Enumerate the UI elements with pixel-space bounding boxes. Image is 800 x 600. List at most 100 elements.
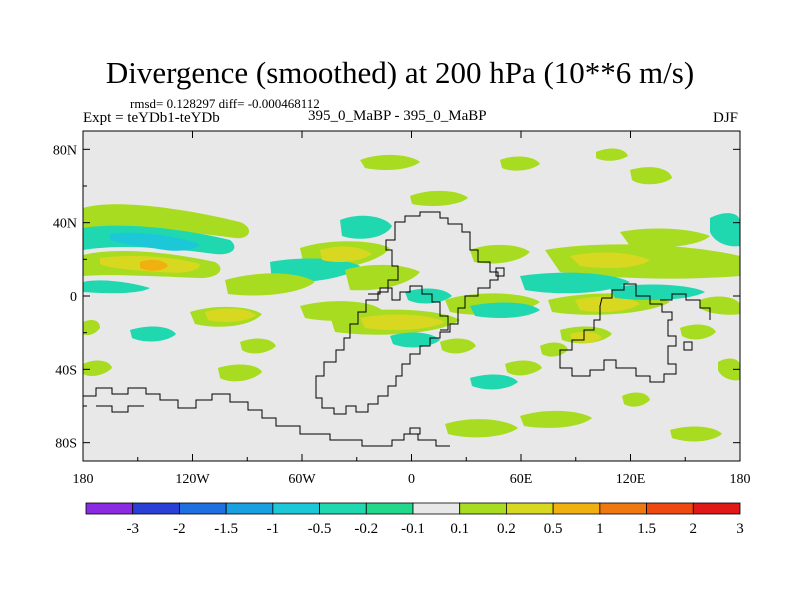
colorbar-swatch (85, 502, 134, 515)
contour-positive (575, 296, 640, 312)
experiment-label: Expt = teYDb1-teYDb (83, 110, 220, 126)
lat-tick-label: 80N (53, 143, 77, 158)
contour-positive (670, 426, 722, 442)
coastline (683, 341, 693, 351)
coastline (83, 387, 450, 447)
contour-negative (405, 288, 452, 304)
longitude-axis: 180 120W 60W 0 60E 120E 180 (73, 131, 751, 487)
colorbar-swatch (412, 502, 461, 515)
contour-positive (630, 167, 672, 185)
contour-positive (83, 204, 250, 239)
contour-positive (596, 148, 628, 161)
colorbar-label: -3 (126, 521, 139, 537)
contour-positive (620, 228, 710, 248)
contour-positive (440, 338, 476, 354)
colorbar-swatch (365, 502, 414, 515)
colorbar-label: -2 (173, 521, 186, 537)
case-label: 395_0_MaBP - 395_0_MaBP (308, 108, 487, 124)
contour-positive (140, 259, 168, 271)
colorbar-label: 0.5 (544, 521, 563, 537)
contour-positive (520, 410, 592, 428)
colorbar-label: 3 (736, 521, 744, 537)
contour-negative (610, 284, 705, 300)
colorbar-label: -1 (267, 521, 280, 537)
contour-positive (540, 342, 568, 357)
contour-positive (240, 338, 276, 354)
chart-title: Divergence (smoothed) at 200 hPa (10**6 … (105, 55, 695, 90)
colorbar-label: 2 (690, 521, 698, 537)
contour-positive (718, 358, 740, 381)
contour-negative (470, 374, 518, 390)
contour-positive (83, 360, 112, 376)
contour-positive (83, 320, 100, 336)
colorbar-label: 1 (596, 521, 604, 537)
contour-positive (500, 156, 540, 171)
contour-positive (570, 252, 650, 268)
colorbar-swatch (506, 502, 554, 515)
coastline (409, 427, 421, 435)
colorbar-swatch (599, 502, 647, 515)
lon-tick-label: 0 (408, 472, 415, 487)
contour-negative (390, 332, 440, 348)
contour-positive (345, 264, 420, 291)
contour-positive (205, 308, 256, 323)
colorbar-swatch (179, 502, 227, 515)
coastline (96, 405, 144, 413)
coastline (559, 283, 677, 383)
colorbar-label: 1.5 (637, 521, 656, 537)
coastline (368, 285, 449, 331)
rmsd-diff-stats: rmsd= 0.128297 diff= -0.000468112 (130, 96, 320, 111)
colorbar-swatch (272, 502, 320, 515)
lon-tick-label: 180 (730, 472, 751, 487)
colorbar-label: -0.1 (401, 521, 425, 537)
divergence-field (83, 148, 740, 442)
colorbar-swatch (319, 502, 367, 515)
colorbar-label: 0.1 (450, 521, 469, 537)
contour-positive (218, 364, 262, 382)
colorbar-swatch (132, 502, 180, 515)
colorbar-swatch (552, 502, 601, 515)
lon-tick-label: 120E (616, 472, 646, 487)
coastline (660, 293, 711, 320)
contour-negative (130, 326, 176, 342)
contour-negative (520, 272, 630, 294)
contour-negative (110, 232, 200, 251)
lon-tick-label: 120W (175, 472, 210, 487)
contour-positive (320, 246, 372, 262)
lat-tick-label: 80S (55, 437, 77, 452)
coastline (495, 267, 505, 277)
contour-negative (470, 302, 540, 318)
contour-positive (622, 392, 650, 407)
colorbar-swatch (646, 502, 694, 515)
contour-positive (445, 419, 518, 438)
lat-tick-label: 40N (53, 217, 77, 232)
contour-positive (360, 314, 445, 330)
lon-tick-label: 60E (510, 472, 533, 487)
season-label: DJF (713, 110, 739, 126)
contour-negative (340, 215, 392, 239)
contour-positive (505, 360, 542, 376)
contour-positive (470, 244, 530, 264)
colorbar-swatch (459, 502, 507, 515)
colorbar-label: 0.2 (497, 521, 516, 537)
lon-tick-label: 180 (73, 472, 94, 487)
contour-positive (360, 154, 420, 170)
contour-positive (410, 190, 468, 206)
coastlines (83, 211, 711, 447)
latitude-axis: 80N 40N 0 40S 80S (53, 143, 740, 452)
lon-tick-label: 60W (288, 472, 316, 487)
colorbar: -3 -2 -1.5 -1 -0.5 -0.2 -0.1 0.1 0.2 0.5 1 1.5 2 3 (85, 502, 744, 537)
contour-negative (710, 213, 740, 247)
lat-tick-label: 0 (70, 290, 77, 305)
colorbar-label: -0.2 (354, 521, 378, 537)
lat-tick-label: 40S (55, 363, 77, 378)
coastline (315, 211, 499, 415)
contour-positive (225, 273, 315, 296)
colorbar-swatch (692, 502, 741, 515)
contour-positive (680, 324, 716, 340)
colorbar-swatch (225, 502, 274, 515)
colorbar-label: -1.5 (214, 521, 238, 537)
colorbar-label: -0.5 (308, 521, 332, 537)
contour-negative (83, 280, 150, 294)
